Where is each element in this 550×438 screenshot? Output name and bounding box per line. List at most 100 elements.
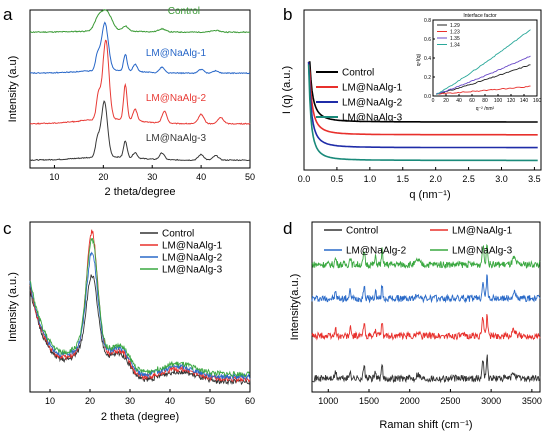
inset-title: Interface factor xyxy=(463,13,497,19)
panel-a-series-line xyxy=(29,39,251,125)
panel-letter-d: d xyxy=(283,219,292,238)
panel-b-series-line xyxy=(308,61,538,123)
panel-d-ylabel: Intensity(a.u.) xyxy=(289,274,301,341)
inset-xtick-label: 140 xyxy=(520,98,529,104)
panel-b-xlabel: q (nm⁻¹) xyxy=(409,189,450,201)
inset-series-line xyxy=(436,64,531,95)
panel-d-xtick-label: 1500 xyxy=(359,396,379,406)
panel-b-xtick-label: 3.0 xyxy=(495,174,508,184)
panel-d-series-line xyxy=(311,243,541,270)
panel-c-xtick-label: 50 xyxy=(205,396,215,406)
panel-d-series-line xyxy=(311,274,541,304)
panel-a-series-line xyxy=(29,9,251,34)
panel-b-legend-label: Control xyxy=(342,68,374,79)
panel-b-ylabel: I (q) (a.u.) xyxy=(281,66,293,114)
inset-legend-label: 1.35 xyxy=(450,36,460,42)
panel-d: d 1000 1500 2000 2500 3000 3500 Control LM@NaA… xyxy=(283,219,542,431)
panel-a-series-line xyxy=(29,21,251,75)
inset-legend-label: 1.23 xyxy=(450,29,460,35)
inset-legend-label: 1.29 xyxy=(450,23,460,29)
panel-b-series-line xyxy=(307,64,538,162)
inset-xlabel: q⁻² /nm² xyxy=(476,106,495,112)
panel-letter-b: b xyxy=(283,5,292,24)
panel-c-xtick-label: 30 xyxy=(125,396,135,406)
panel-b-xtick-label: 3.5 xyxy=(528,174,541,184)
panel-a-ylabel: Intensity (a.u) xyxy=(7,56,19,123)
panel-a-series-label: LM@NaAlg-2 xyxy=(146,93,207,104)
panel-a-xtick-label: 10 xyxy=(49,172,59,182)
panel-c-xtick-label: 20 xyxy=(85,396,95,406)
panel-d-xtick-label: 3000 xyxy=(481,396,501,406)
panel-d-legend-label: LM@NaAlg-3 xyxy=(452,246,513,257)
inset-series-line xyxy=(436,55,531,95)
panel-d-xtick-label: 2500 xyxy=(440,396,460,406)
panel-c-xtick-label: 40 xyxy=(165,396,175,406)
panel-d-xlabel: Raman shift (cm⁻¹) xyxy=(379,419,472,431)
panel-d-xtick-label: 3500 xyxy=(522,396,542,406)
inset-xtick-label: 20 xyxy=(443,98,449,104)
inset-legend-label: 1.34 xyxy=(450,42,460,48)
panel-d-legend-label: LM@NaAlg-1 xyxy=(452,226,513,237)
inset-series-line xyxy=(436,29,531,95)
inset-xtick-label: 0 xyxy=(432,98,435,104)
panel-b-xtick-label: 1.0 xyxy=(364,174,377,184)
inset-xtick-label: 80 xyxy=(482,98,488,104)
panel-b-series-line xyxy=(307,61,538,149)
panel-b-frame xyxy=(303,9,542,171)
panel-a-xtick-label: 30 xyxy=(147,172,157,182)
panel-c-legend-label: Control xyxy=(162,229,194,240)
panel-b-xtick-label: 2.0 xyxy=(429,174,442,184)
panel-letter-c: c xyxy=(3,219,12,238)
panel-a-series-label: LM@NaAlg-3 xyxy=(146,133,207,144)
panel-c-xtick-label: 60 xyxy=(245,396,255,406)
panel-c-xlabel: 2 theta (degree) xyxy=(101,411,179,423)
panel-a-xtick-label: 50 xyxy=(245,172,255,182)
inset-xtick-label: 40 xyxy=(456,98,462,104)
inset-series-line xyxy=(436,85,531,95)
panel-c-series-line xyxy=(29,237,250,378)
panel-a-series-label: Control xyxy=(168,6,200,17)
panel-b-xtick-label: 2.5 xyxy=(462,174,475,184)
panel-b-xtick-label: 0.0 xyxy=(298,174,311,184)
inset-ytick-label: 0.0 xyxy=(424,94,431,100)
inset-xtick-label: 100 xyxy=(494,98,503,104)
panel-b-legend-label: LM@NaAlg-1 xyxy=(342,83,403,94)
panel-d-frame xyxy=(311,221,541,393)
panel-a-series-line xyxy=(30,100,251,162)
panel-c-ylabel: Intensity (a.u.) xyxy=(7,272,19,342)
panel-b-xtick-label: 0.5 xyxy=(331,174,344,184)
panel-c-legend-label: LM@NaAlg-1 xyxy=(162,241,223,252)
panel-b: b 0.0 0.5 1.0 1.5 2.0 2.5 3.0 3.5 Control LM@NaA… xyxy=(281,5,542,201)
panel-b-legend-label: LM@NaAlg-2 xyxy=(342,98,403,109)
panel-a-series-label: LM@NaAlg-1 xyxy=(146,48,207,59)
panel-a-xtick-label: 40 xyxy=(196,172,206,182)
panel-d-xtick-label: 1000 xyxy=(318,396,338,406)
inset-ytick-label: 0.8 xyxy=(424,18,431,24)
panel-a-xlabel: 2 theta/degree xyxy=(105,186,176,198)
inset-xtick-label: 120 xyxy=(507,98,516,104)
panel-a-frame xyxy=(29,9,251,169)
panel-c-frame xyxy=(29,221,251,393)
inset-ylabel: q⁴I(q) xyxy=(416,53,422,66)
inset-ytick-label: 0.6 xyxy=(424,37,431,43)
panel-b-legend-label: LM@NaAlg-3 xyxy=(342,113,403,124)
panel-c-legend-label: LM@NaAlg-2 xyxy=(162,253,223,264)
panel-d-legend-label: Control xyxy=(346,226,378,237)
panel-d-legend-label: LM@NaAlg-2 xyxy=(346,246,407,257)
panel-d-xtick-label: 2000 xyxy=(400,396,420,406)
panel-c-legend-label: LM@NaAlg-3 xyxy=(162,265,223,276)
panel-d-series-line xyxy=(311,354,541,384)
inset-xtick-label: 160 xyxy=(533,98,542,104)
inset-ytick-label: 0.2 xyxy=(424,75,431,81)
panel-c-xtick-label: 10 xyxy=(45,396,55,406)
panel-b-xtick-label: 1.5 xyxy=(396,174,409,184)
panel-d-series-line xyxy=(311,313,541,341)
inset-ytick-label: 0.4 xyxy=(424,56,431,62)
panel-a-xtick-label: 20 xyxy=(98,172,108,182)
panel-b-inset: Interface factor 0 20 40 60 80 100 120 140 160 0.… xyxy=(416,13,541,112)
panel-a: a 10 20 30 40 50 Control LM@NaAlg-1 LM@NaAlg-2… xyxy=(3,5,255,198)
inset-xtick-label: 60 xyxy=(469,98,475,104)
panel-c: c 10 20 30 40 50 60 ControlLM@NaAlg-1LM@NaAlg… xyxy=(3,219,255,423)
inset-frame xyxy=(432,19,538,97)
